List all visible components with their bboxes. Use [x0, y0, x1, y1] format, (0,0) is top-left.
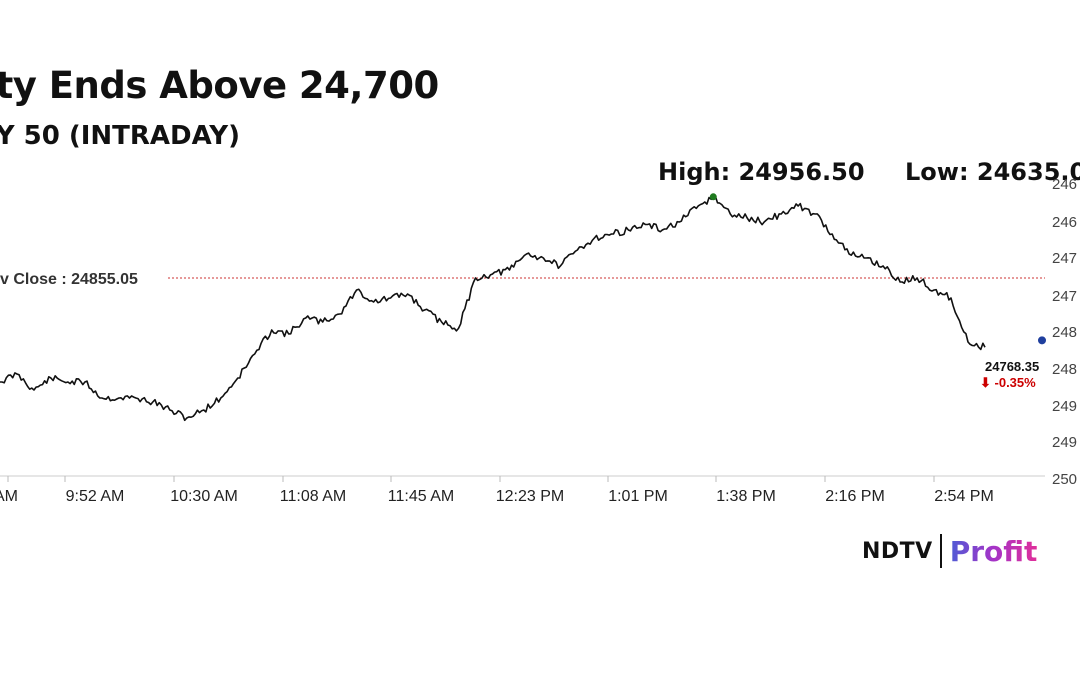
x-tick-label: 2:54 PM — [934, 488, 994, 505]
y-tick-label: 248 — [1052, 324, 1077, 341]
logo-ndtv-text: NDTV — [862, 538, 933, 564]
x-tick-label: AM — [0, 488, 18, 505]
x-tick-label: 1:38 PM — [716, 488, 776, 505]
y-tick-label: 246 — [1052, 214, 1077, 231]
y-tick-label: 247 — [1052, 250, 1077, 267]
y-tick-label: 249 — [1052, 434, 1077, 451]
y-tick-label: 250 — [1052, 471, 1077, 488]
change-label: ⬇ -0.35% — [980, 375, 1036, 390]
y-tick-label: 249 — [1052, 398, 1077, 415]
last-value-label: 24768.35 — [985, 359, 1039, 374]
low-value-label: Low: 24635.00 — [905, 158, 1080, 186]
x-tick-label: 10:30 AM — [170, 488, 238, 505]
ndtv-profit-logo: NDTV Profit — [862, 534, 1037, 568]
logo-divider — [939, 534, 942, 568]
logo-profit-text: Profit — [949, 534, 1038, 568]
prev-close-label: v Close : 24855.05 — [0, 271, 138, 288]
x-tick-label: 11:45 AM — [388, 488, 454, 505]
high-value-label: High: 24956.50 — [658, 158, 865, 186]
y-tick-label: 246 — [1052, 176, 1077, 193]
y-tick-label: 247 — [1052, 288, 1077, 305]
chart-subtitle: TY 50 (INTRADAY) — [0, 121, 240, 151]
x-tick-label: 9:52 AM — [66, 488, 125, 505]
y-tick-label: 248 — [1052, 361, 1077, 378]
price-series-line — [0, 195, 986, 422]
x-tick-label: 12:23 PM — [496, 488, 564, 505]
x-tick-label: 1:01 PM — [608, 488, 668, 505]
x-tick-label: 11:08 AM — [280, 488, 346, 505]
last-value-marker — [1038, 336, 1046, 345]
chart-title: fty Ends Above 24,700 — [0, 64, 439, 107]
high-marker — [709, 193, 717, 201]
x-tick-label: 2:16 PM — [825, 488, 885, 505]
